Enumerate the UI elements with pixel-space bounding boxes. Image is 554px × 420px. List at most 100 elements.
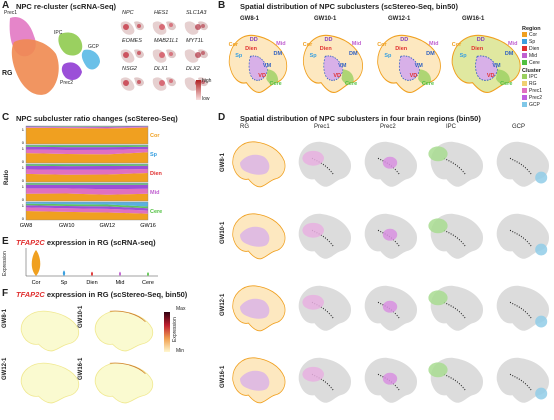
region-label: DD [249,36,258,43]
column-label: Prec1 [314,124,330,130]
gene-feature-plot [120,77,144,91]
region-label: Dien [471,46,484,53]
gene-feature-plot [184,21,208,35]
area-band [26,148,148,155]
panel-e-title-rest: expression in RG (scRNA-seq) [44,238,156,247]
row-label: GW12-1 [2,357,8,380]
panel-f-gene: TFAP2C [16,290,45,299]
d-section [496,357,550,403]
y-tick-label: 0 [22,140,25,145]
umap-cluster-prec2 [61,62,82,80]
facet-frame [25,144,149,164]
panel-e-ylabel: Expression [2,251,8,276]
legend-label: Sp [529,39,536,45]
legend-label: RG [529,81,537,87]
region-label: Dien [245,46,258,53]
gene-label: DLX2 [186,66,200,72]
legend-swatch [522,88,527,94]
stage-label: GW16-1 [462,16,485,22]
region-label: Cor [377,41,387,48]
d-section [232,285,286,332]
y-tick-label: 0 [22,178,25,183]
spatial-section [303,34,363,94]
y-tick-label: 1 [22,203,25,208]
region-label: DD [400,36,409,43]
legend-swatch [522,46,527,52]
region-label: Mid [351,40,362,47]
region-label: VD [486,73,495,79]
x-tick-label: Cor [32,280,41,286]
region-label: Cor [228,41,239,48]
facet-label: Sp [150,152,158,158]
stage-label: GW8-1 [240,16,260,22]
tfap2c-section [20,310,80,352]
d-section [232,357,286,404]
region-label: VM [338,63,347,70]
umap-label-prec1: Prec1 [4,10,18,16]
region-label: DD [476,36,485,43]
gene-feature-plot [152,77,176,91]
legend-swatch [522,102,527,108]
area-band [26,146,148,151]
area-band [26,207,148,214]
gene-label: MYT1L [186,38,204,44]
region-label: DD [324,36,333,43]
panel-e-letter: E [2,236,9,247]
area-band [26,211,148,220]
umap-label-gcp: GCP [88,44,99,50]
legend-item: GCP [522,102,554,109]
panel-c-ylabel: Ratio [4,170,10,185]
legend-label: IPC [529,74,538,80]
umap-label-ipc: IPC [54,30,63,36]
panel-d-title: Spatial distribution of NPC subclusters … [240,114,481,123]
x-tick-label: GW16 [140,223,156,229]
region-label: VM [414,63,423,70]
area-band [26,188,148,195]
region-label: Cere [269,81,282,88]
d-section [232,213,286,260]
legend-label: Cor [529,32,538,38]
d-section [364,213,418,259]
column-label: IPC [446,124,457,130]
legend-item: Sp [522,39,554,46]
region-label: Dien [319,46,332,53]
y-tick-label: 1 [22,184,25,189]
area-band [26,203,148,209]
region-label: DM [426,50,435,57]
panel-f-scale-bar [164,312,170,352]
legend-item: Prec1 [522,88,554,95]
legend-label: Dien [529,46,540,52]
d-section [428,285,484,331]
y-tick-label: 0 [22,216,25,221]
region-label: VD [333,73,342,79]
column-label: Prec2 [380,124,396,130]
region-label: Sp [235,53,243,60]
area-band [26,126,148,127]
x-tick-label: GW10 [59,223,75,229]
panel-c-letter: C [2,112,10,123]
legend-swatch [522,74,527,80]
region-label: Mid [276,40,286,47]
area-band [26,126,148,129]
x-tick-label: Cere [142,280,154,286]
area-band [26,127,148,144]
region-label: DM [273,50,283,57]
legend-item: RG [522,81,554,88]
region-label: Mid [507,40,518,47]
legend-swatch [522,60,527,66]
umap-label-rg: RG [2,70,13,77]
column-label: RG [240,124,249,130]
violin-shape [119,271,121,276]
legend-label: GCP [529,102,540,108]
panel-e-gene: TFAP2C [16,238,45,247]
region-label: Mid [429,40,439,47]
region-label: DM [349,50,358,57]
cluster-legend: Cluster IPC RG Prec1 Prec2 GCP [522,68,554,109]
panel-f-letter: F [2,288,9,299]
area-band [26,183,148,185]
region-label: VD [409,73,418,79]
region-label: Dien [395,46,408,53]
panel-f-title-rest: expression in RG (scStereo-Seq, bin50) [44,290,188,299]
x-tick-label: GW12 [100,223,116,229]
facet-frame [25,125,149,145]
